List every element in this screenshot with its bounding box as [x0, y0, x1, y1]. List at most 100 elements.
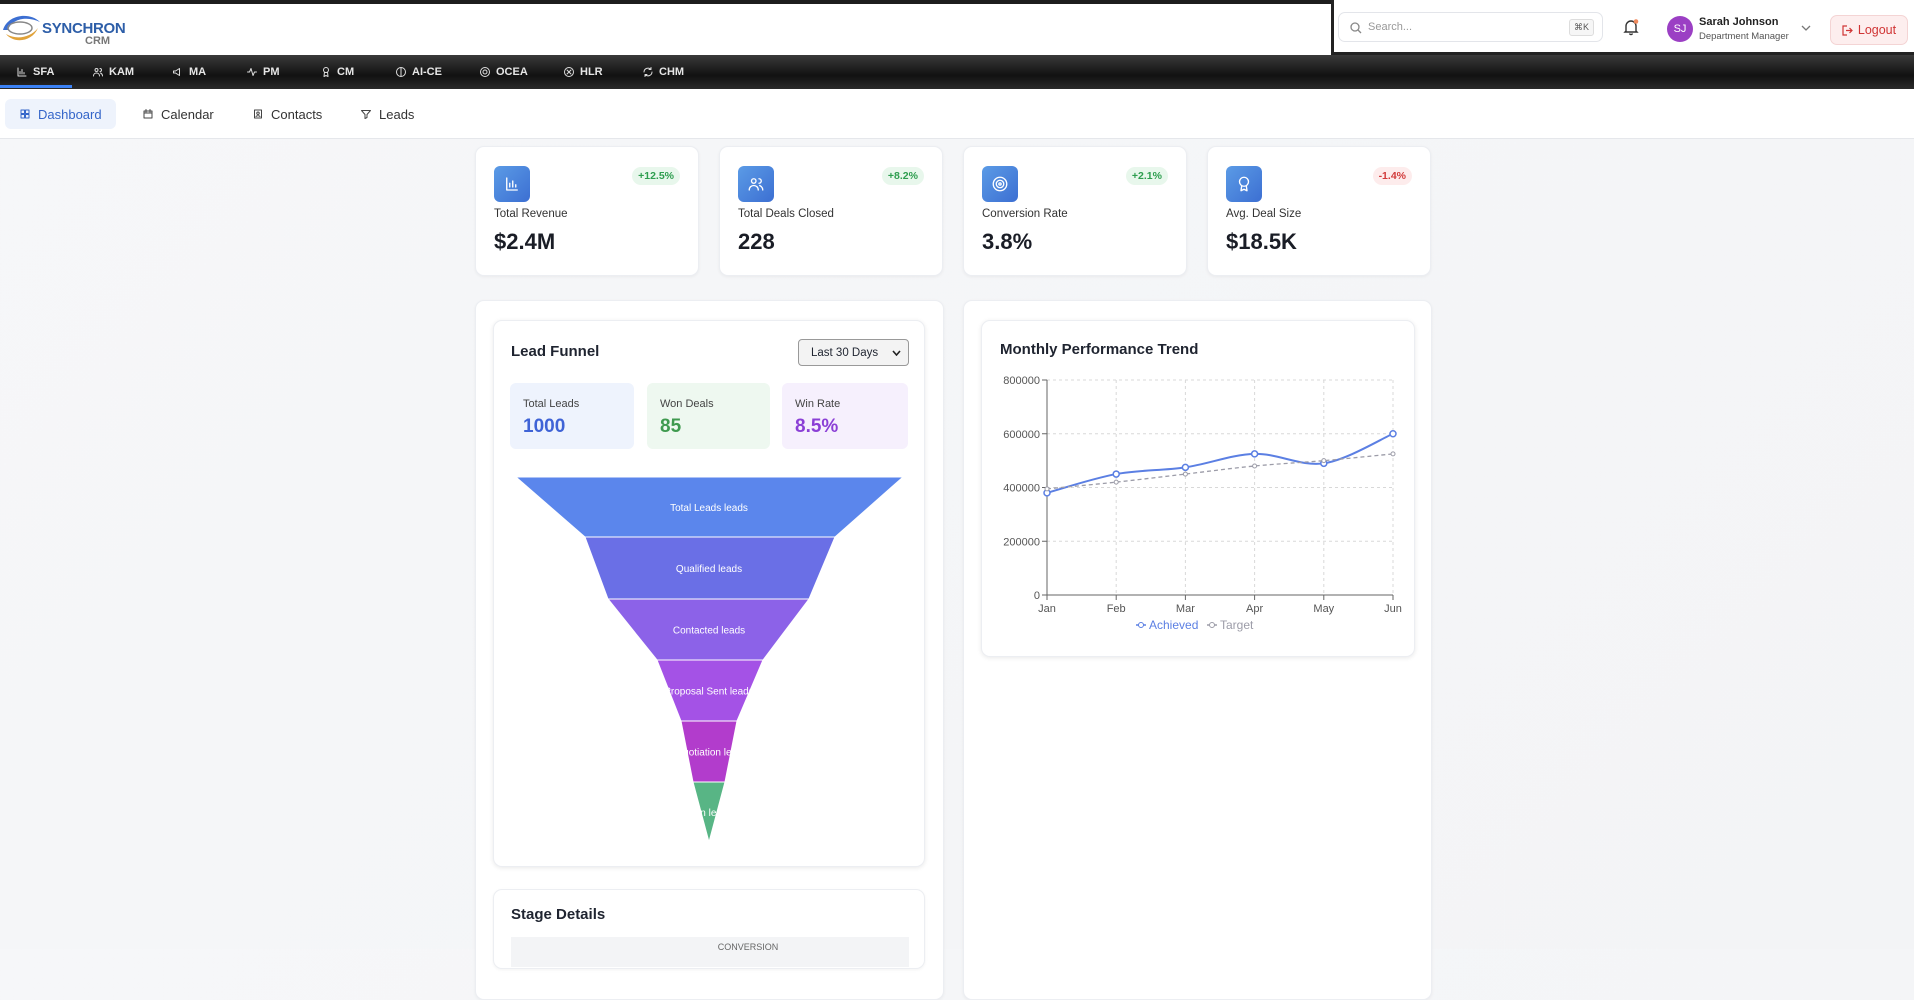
avatar[interactable]: SJ: [1667, 16, 1693, 42]
module-tab[interactable]: KAM: [92, 55, 134, 89]
module-tab[interactable]: PM: [246, 55, 280, 89]
stat-label: Win Rate: [795, 398, 841, 410]
kpi-label: Conversion Rate: [982, 208, 1068, 220]
kpi-value: 228: [738, 229, 775, 254]
kpi-icon: [1226, 166, 1262, 202]
kpi-card: +8.2% Total Deals Closed 228: [719, 146, 943, 276]
icon: [643, 67, 653, 77]
module-tab[interactable]: CM: [320, 55, 354, 89]
module-label: KAM: [109, 66, 135, 78]
kpi-card: +2.1% Conversion Rate 3.8%: [963, 146, 1187, 276]
funnel-stat: Total Leads 1000: [510, 383, 634, 449]
icon: [396, 67, 406, 77]
funnel-stat: Won Deals 85: [647, 383, 770, 449]
module-label: CM: [337, 66, 355, 78]
sub-tab[interactable]: Dashboard: [5, 99, 116, 129]
icon: [254, 109, 262, 119]
kpi-value: 3.8%: [982, 229, 1033, 254]
icon: [173, 68, 180, 76]
module-label: PM: [263, 66, 280, 78]
trend-card: Monthly Performance Trend: [981, 320, 1415, 657]
tab-label: Leads: [379, 106, 415, 122]
logout-label: Logout: [1857, 23, 1897, 37]
icon: [17, 67, 27, 77]
user-name: Sarah Johnson: [1699, 16, 1779, 28]
user-menu-chevron[interactable]: [1801, 25, 1811, 31]
sub-tab[interactable]: Leads: [346, 99, 428, 129]
stat-label: Total Leads: [523, 398, 580, 410]
icon: [143, 109, 153, 119]
logout-icon: [1842, 24, 1853, 36]
stat-label: Won Deals: [660, 398, 714, 410]
icon: [506, 177, 518, 191]
module-tab[interactable]: CHM: [642, 55, 684, 89]
search-box[interactable]: Search... ⌘K: [1338, 12, 1603, 42]
kpi-icon: [494, 166, 530, 202]
module-tab[interactable]: OCEA: [479, 55, 528, 89]
active-indicator: [0, 85, 72, 88]
module-label: OCEA: [496, 66, 528, 78]
module-label: MA: [189, 66, 207, 78]
period-select[interactable]: Last 30 Days: [798, 339, 909, 366]
stage-details-card: Stage Details CONVERSION: [493, 889, 925, 969]
logo-sub: CRM: [85, 35, 111, 47]
icon: [992, 176, 1008, 192]
module-tab[interactable]: MA: [172, 55, 206, 89]
kpi-icon: [738, 166, 774, 202]
column-header: CONVERSION: [717, 942, 779, 952]
kpi-change: +8.2%: [881, 167, 924, 185]
notification-bell[interactable]: [1622, 18, 1640, 36]
card-title: Stage Details: [511, 906, 606, 923]
icon: [748, 178, 764, 191]
kpi-change: +2.1%: [1125, 167, 1168, 185]
kpi-card: +12.5% Total Revenue $2.4M: [475, 146, 699, 276]
tab-label: Dashboard: [38, 106, 102, 122]
kpi-change: -1.4%: [1372, 167, 1412, 185]
shortcut-key: ⌘K: [1568, 19, 1594, 36]
module-tab[interactable]: AI-CE: [395, 55, 442, 89]
module-label: AI-CE: [412, 66, 442, 78]
search-placeholder: Search...: [1368, 21, 1413, 33]
table-header: CONVERSION: [511, 937, 909, 967]
module-label: SFA: [33, 66, 55, 78]
icon: [480, 67, 490, 77]
kpi-label: Total Deals Closed: [738, 208, 834, 220]
sub-tab[interactable]: Contacts: [238, 99, 336, 129]
icon: [1238, 176, 1250, 192]
logo-name: SYNCHRON: [42, 20, 126, 37]
logo-mark: [3, 15, 40, 41]
stat-value: 1000: [523, 416, 566, 437]
module-nav: SFA KAM MA PM CM AI-CE OCEA HLR CHM: [0, 55, 1914, 89]
header-tools: Search... ⌘K SJ Sarah Johnson Department…: [1331, 0, 1914, 55]
icon: [564, 67, 574, 77]
tab-label: Calendar: [161, 106, 214, 122]
card-title: Lead Funnel: [511, 343, 600, 360]
kpi-value: $2.4M: [494, 229, 556, 254]
kpi-icon: [982, 166, 1018, 202]
sub-nav: Dashboard Calendar Contacts Leads: [0, 89, 1914, 139]
module-tab[interactable]: SFA: [16, 55, 54, 89]
stat-value: 85: [660, 416, 682, 437]
kpi-value: $18.5K: [1226, 229, 1297, 254]
kpi-change: +12.5%: [632, 167, 680, 185]
icon: [323, 67, 329, 77]
tab-label: Contacts: [271, 106, 323, 122]
module-label: CHM: [659, 66, 685, 78]
sub-tab[interactable]: Calendar: [128, 99, 228, 129]
module-tab[interactable]: HLR: [563, 55, 603, 89]
icon: [20, 109, 30, 119]
kpi-card: -1.4% Avg. Deal Size $18.5K: [1207, 146, 1431, 276]
chart-title: Monthly Performance Trend: [1000, 341, 1199, 358]
search-icon: [1350, 22, 1362, 34]
funnel-stat: Win Rate 8.5%: [782, 383, 908, 449]
stat-value: 8.5%: [795, 416, 839, 437]
user-role: Department Manager: [1699, 31, 1789, 42]
select-chevron: [892, 350, 901, 356]
logout-button[interactable]: Logout: [1830, 15, 1908, 45]
period-label: Last 30 Days: [811, 346, 879, 359]
icon: [247, 68, 257, 76]
